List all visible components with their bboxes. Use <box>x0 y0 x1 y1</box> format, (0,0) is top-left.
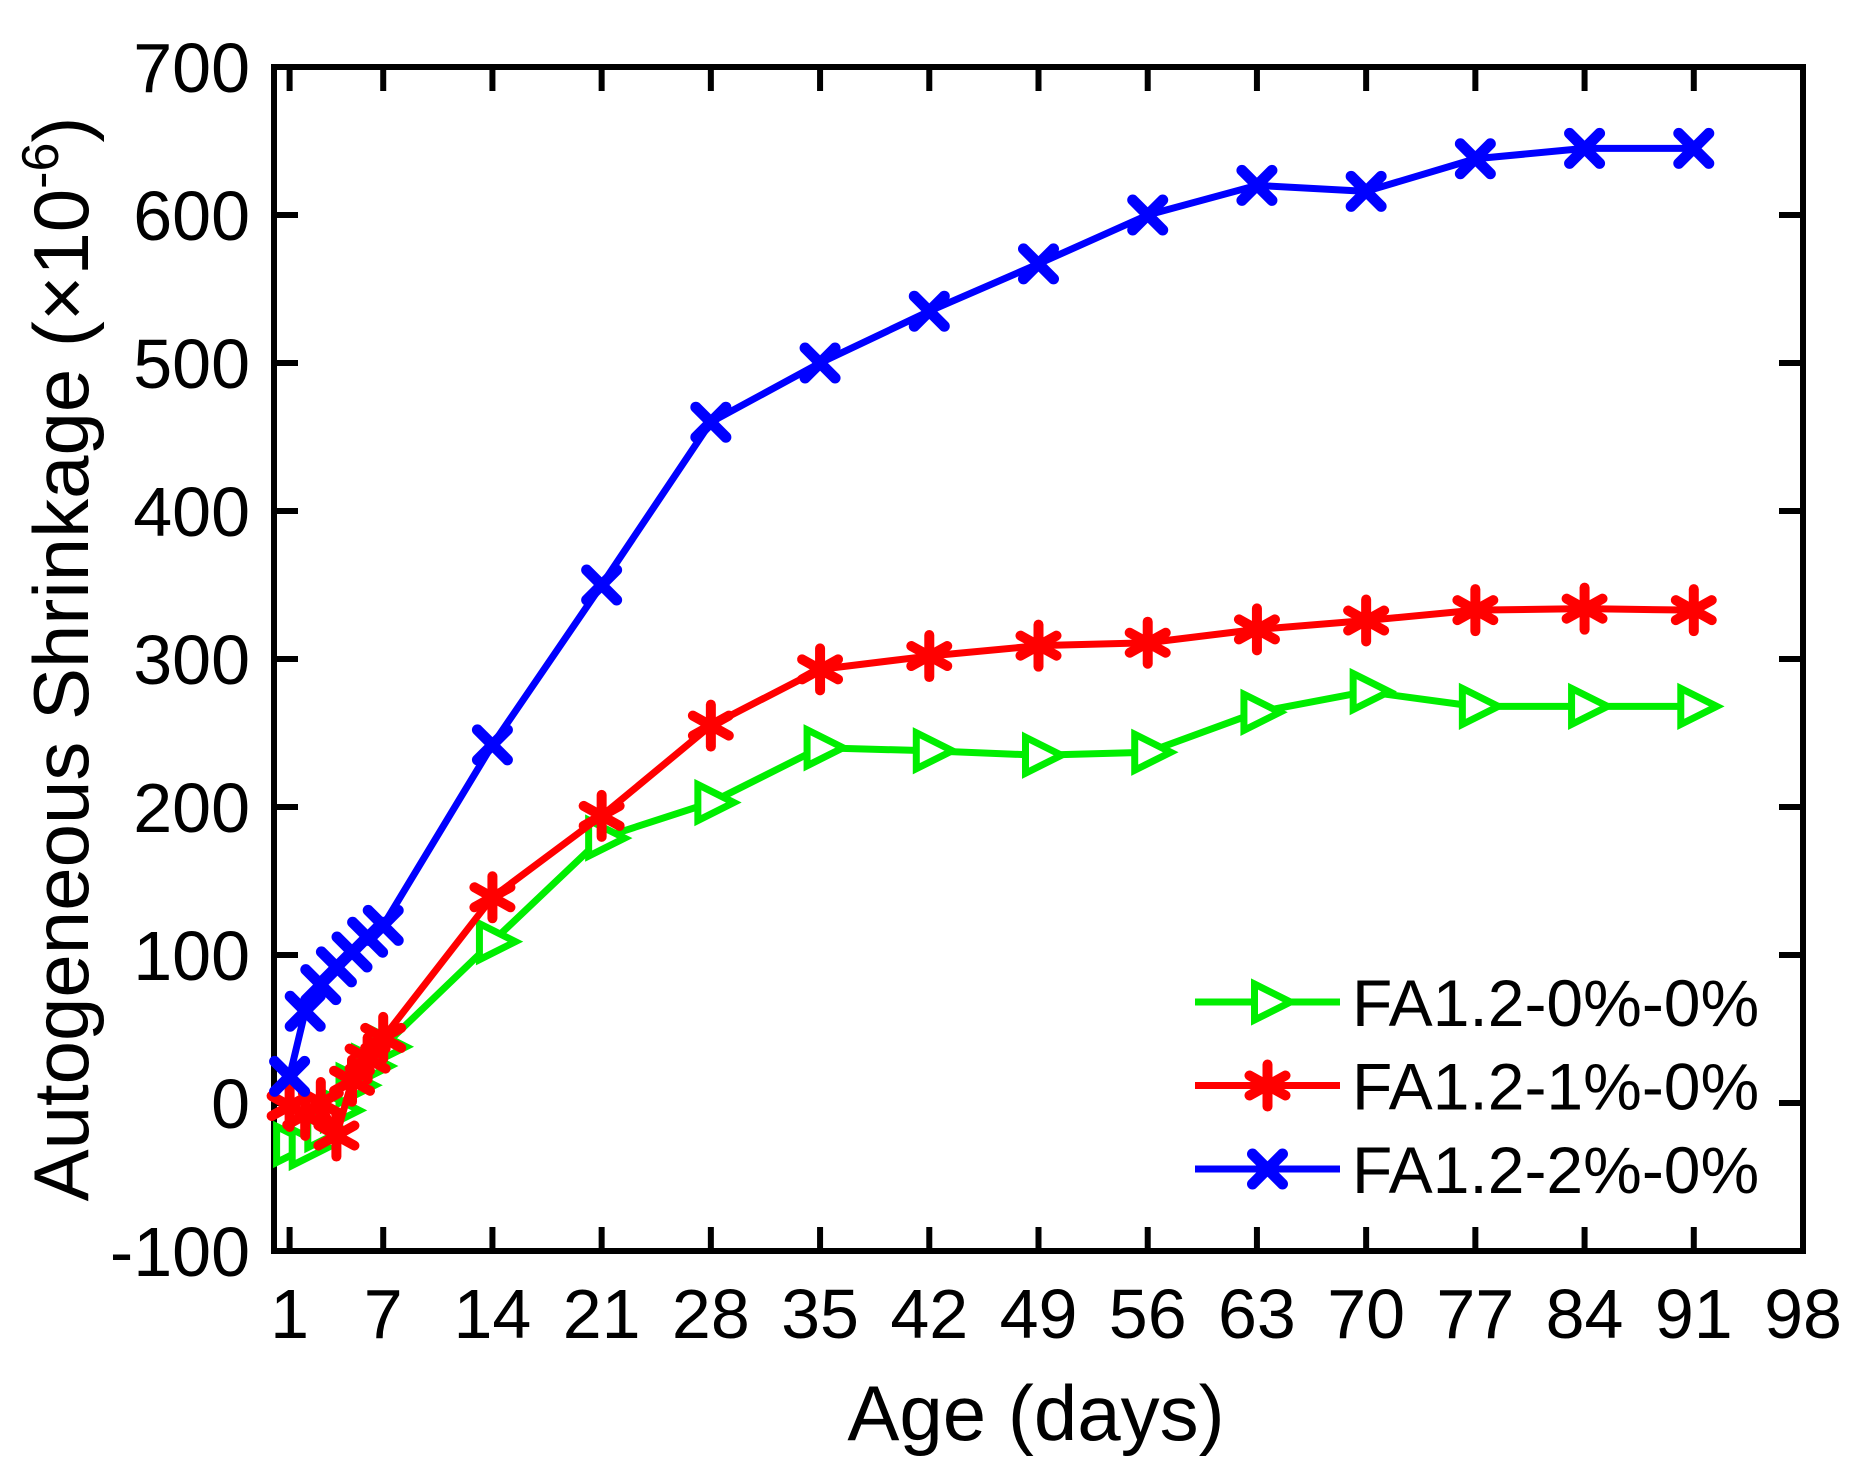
y-tick-label: 400 <box>133 473 250 551</box>
x-tick-label: 49 <box>1000 1275 1078 1353</box>
x-tick-label: 63 <box>1218 1275 1296 1353</box>
y-tick-label: 700 <box>133 29 250 107</box>
legend: FA1.2-0%-0% FA1.2-1%-0% FA1.2-2%-0% <box>1195 966 1759 1207</box>
series-marker <box>1018 243 1059 285</box>
x-tick-labels: 1 7 14 21 28 35 42 49 56 63 70 77 84 91 98 <box>270 1275 1842 1353</box>
series-marker <box>1561 582 1608 635</box>
series-marker <box>797 643 844 696</box>
y-tick-label: 0 <box>211 1065 250 1143</box>
series-marker <box>1022 731 1070 779</box>
series-marker <box>1240 688 1288 736</box>
series-marker <box>1670 584 1717 637</box>
x-tick-label: 70 <box>1327 1275 1405 1353</box>
x-tick-label: 35 <box>781 1275 859 1353</box>
series-marker <box>908 290 950 332</box>
y-tick-label: 600 <box>133 177 250 255</box>
series-marker <box>360 1011 407 1064</box>
series-marker <box>906 630 953 683</box>
y-tick-label: -100 <box>110 1213 250 1291</box>
series-marker <box>1349 667 1397 716</box>
series-marker <box>313 1109 360 1162</box>
x-tick-label: 7 <box>364 1275 403 1353</box>
series-marker <box>1236 164 1278 206</box>
x-tick-label: 84 <box>1546 1275 1624 1353</box>
series-marker <box>297 1077 344 1129</box>
series-marker <box>1343 594 1390 647</box>
x-tick-label: 14 <box>453 1275 531 1353</box>
series-marker <box>1568 682 1616 731</box>
series-marker <box>1458 682 1507 731</box>
series-marker <box>1251 978 1299 1026</box>
series-marker <box>1564 127 1606 169</box>
series-marker <box>1677 682 1725 731</box>
series-marker <box>1345 170 1387 212</box>
series-marker <box>581 564 623 606</box>
series-marker <box>912 727 961 775</box>
series-marker <box>1244 1059 1291 1112</box>
y-axis-label: Autogeneous Shrinkage (×10-6) <box>12 117 105 1202</box>
series-marker <box>1233 603 1280 656</box>
series-marker <box>803 724 851 772</box>
legend-entry-0: FA1.2-0%-0% <box>1195 966 1759 1040</box>
series-marker <box>687 699 734 752</box>
series-marker <box>469 871 516 924</box>
series-marker <box>362 904 404 946</box>
x-tick-label: 77 <box>1436 1275 1514 1353</box>
x-axis-ticks <box>286 67 1806 1251</box>
series-marker <box>694 778 742 827</box>
legend-label: FA1.2-0%-0% <box>1352 966 1759 1040</box>
legend-label: FA1.2-1%-0% <box>1352 1050 1759 1124</box>
x-tick-label: 98 <box>1764 1275 1842 1353</box>
x-tick-label: 28 <box>672 1275 750 1353</box>
legend-entry-2: FA1.2-2%-0% <box>1195 1133 1759 1207</box>
series-marker <box>1131 728 1179 776</box>
y-tick-label: 300 <box>133 621 250 699</box>
x-tick-label: 1 <box>270 1275 309 1353</box>
series-marker <box>471 724 513 766</box>
legend-label: FA1.2-2%-0% <box>1352 1133 1759 1207</box>
series-marker <box>1673 127 1715 169</box>
series-marker <box>1015 619 1062 672</box>
series-marker <box>1127 194 1169 236</box>
series-marker <box>1124 616 1171 669</box>
series-marker <box>799 342 841 384</box>
legend-entry-1: FA1.2-1%-0% <box>1195 1050 1759 1124</box>
series-marker <box>690 401 732 443</box>
y-axis-ticks <box>274 64 1803 1254</box>
x-axis-label: Age (days) <box>847 1369 1224 1457</box>
y-tick-label: 200 <box>133 769 250 847</box>
x-tick-label: 56 <box>1109 1275 1187 1353</box>
y-tick-label: 500 <box>133 325 250 403</box>
series-marker <box>475 918 524 966</box>
y-tick-label: 100 <box>133 917 250 995</box>
series-marker <box>1454 138 1496 180</box>
y-tick-labels: -100 0 100 200 300 400 500 600 700 <box>110 29 250 1291</box>
series-marker <box>269 1055 311 1097</box>
series-marker <box>284 990 326 1032</box>
x-tick-label: 42 <box>890 1275 968 1353</box>
x-tick-label: 21 <box>563 1275 641 1353</box>
series-marker <box>1452 584 1499 637</box>
series-marker <box>1247 1148 1288 1190</box>
x-tick-label: 91 <box>1655 1275 1733 1353</box>
series-marker <box>578 789 625 842</box>
